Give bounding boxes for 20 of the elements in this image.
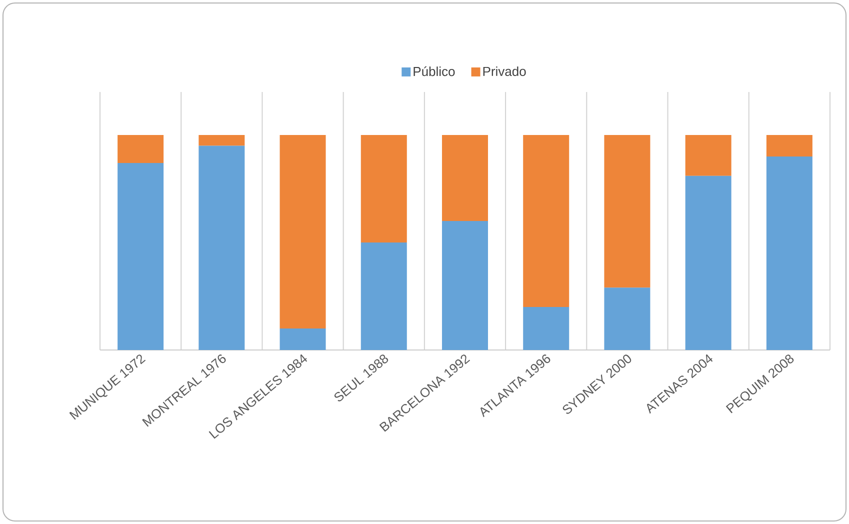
legend-label: Público (414, 66, 455, 76)
bar (685, 176, 732, 350)
bar (118, 162, 164, 350)
bar (360, 242, 407, 350)
bar (442, 220, 488, 350)
bar (523, 134, 570, 307)
bar (766, 156, 812, 350)
bar (442, 134, 488, 221)
bar (685, 134, 732, 176)
bar (198, 134, 245, 146)
bar (766, 134, 812, 156)
bar (604, 134, 650, 288)
bar (118, 134, 164, 163)
bar (280, 328, 326, 350)
bar (198, 146, 245, 350)
bar (604, 288, 650, 350)
bar (280, 134, 326, 328)
bar (523, 306, 570, 350)
legend-label: Privado (483, 66, 526, 76)
bar (360, 134, 407, 242)
